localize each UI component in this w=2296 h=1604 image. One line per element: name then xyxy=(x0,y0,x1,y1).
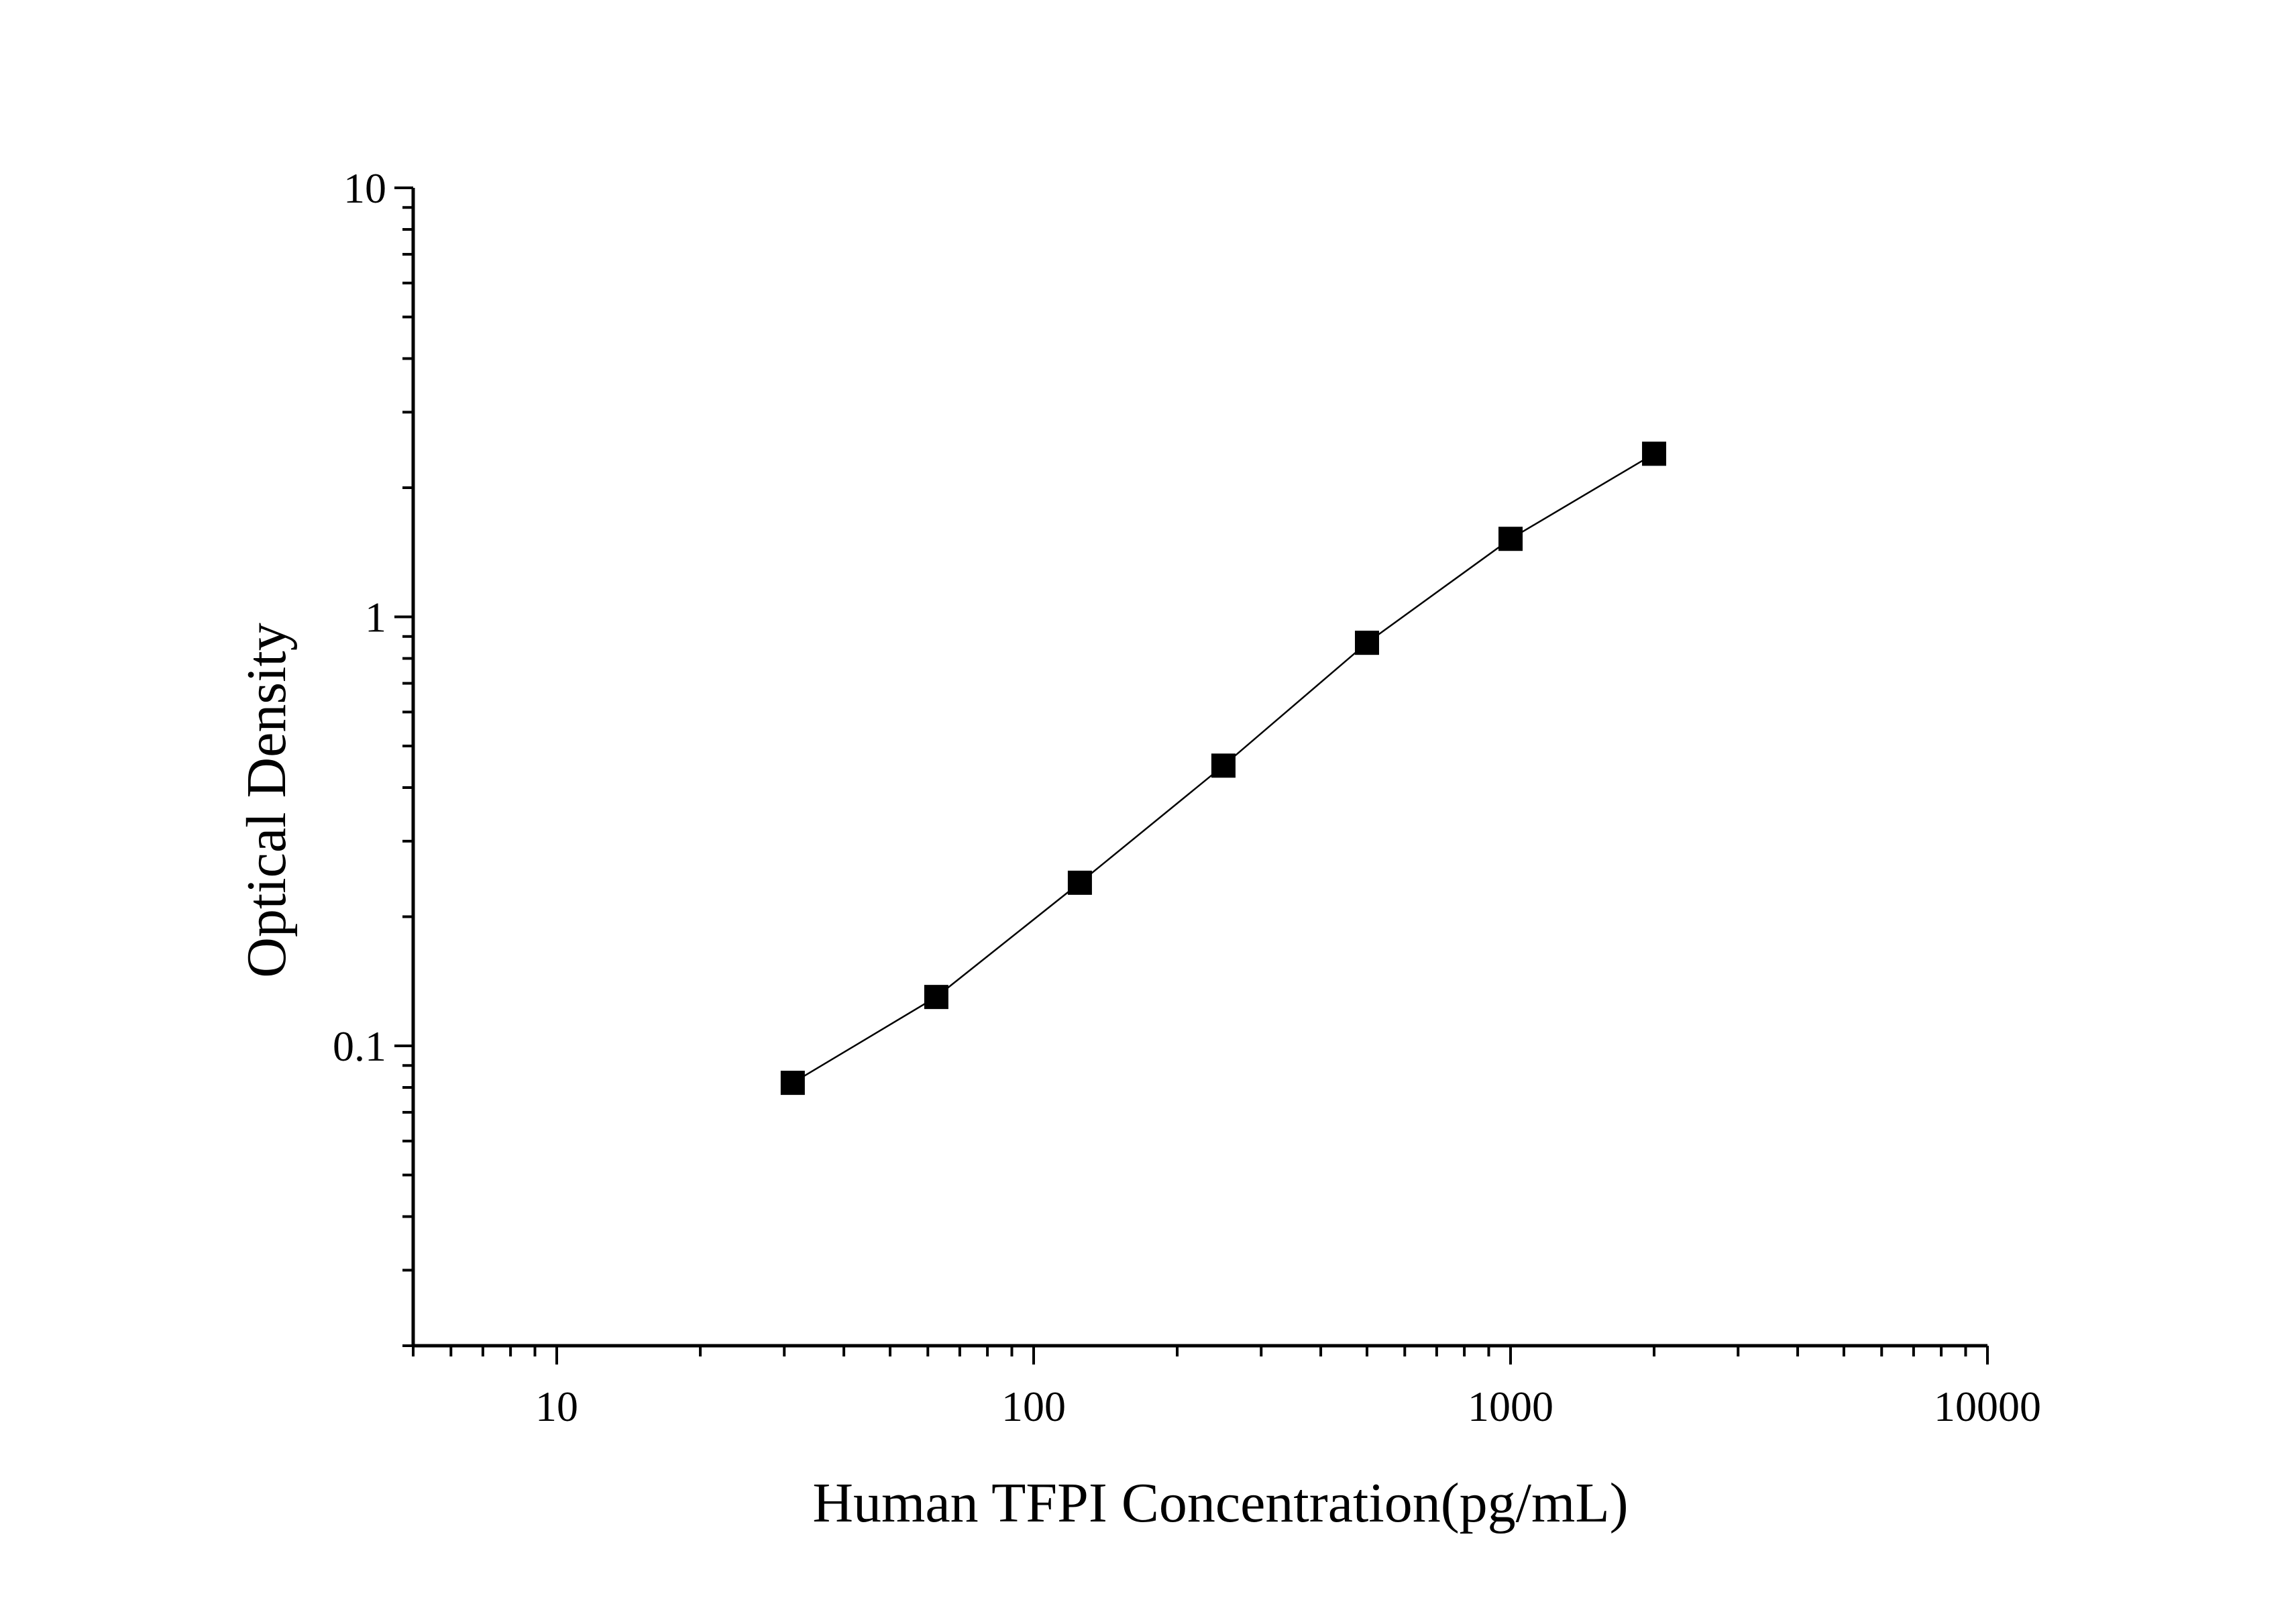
y-tick-label: 0.1 xyxy=(333,1022,386,1070)
x-tick-label: 1000 xyxy=(1468,1383,1553,1430)
y-axis: 0.1 1 10 xyxy=(333,164,415,1347)
x-axis-title: Human TFPI Concentration(pg/mL) xyxy=(812,1472,1628,1534)
y-tick-label: 10 xyxy=(343,164,386,212)
x-tick-label: 10 xyxy=(535,1383,578,1430)
y-tick-label: 1 xyxy=(365,594,386,641)
x-tick-label: 100 xyxy=(1001,1383,1066,1430)
data-point-marker xyxy=(780,1071,805,1095)
data-point-marker xyxy=(924,985,948,1010)
data-point-marker xyxy=(1498,527,1523,551)
x-axis: 10 100 1000 10000 xyxy=(412,1344,2041,1430)
x-tick-label: 10000 xyxy=(1934,1383,2041,1430)
data-point-marker xyxy=(1067,870,1092,895)
data-point-marker xyxy=(1354,631,1379,655)
data-series xyxy=(780,441,1667,1095)
y-axis-title: Optical Density xyxy=(235,623,298,978)
data-point-marker xyxy=(1211,753,1236,778)
data-point-marker xyxy=(1642,441,1667,466)
